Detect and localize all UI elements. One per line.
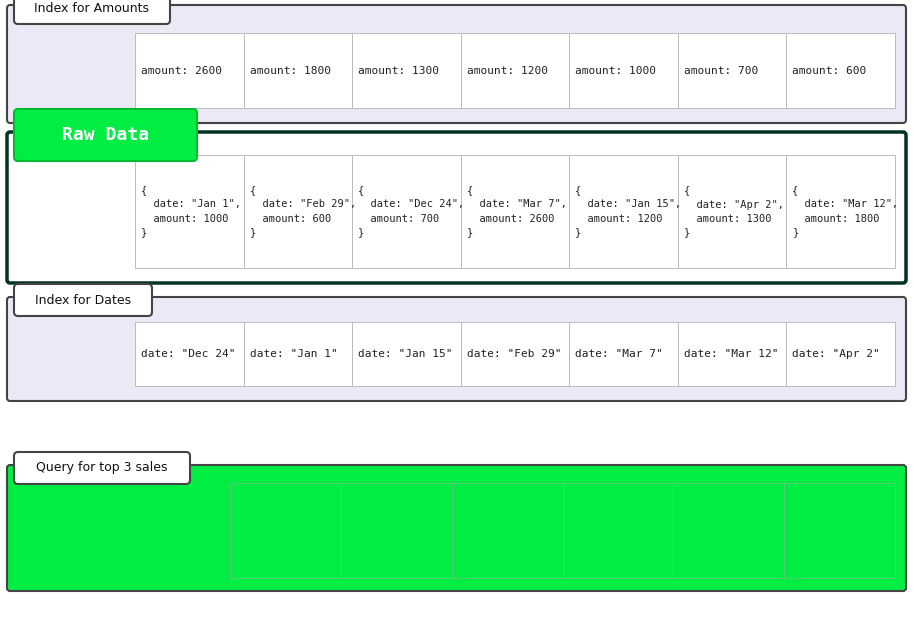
FancyBboxPatch shape [352, 155, 461, 268]
Text: {
  date: "Dec 24",
  amount: 700
}: { date: "Dec 24", amount: 700 } [358, 185, 464, 237]
FancyBboxPatch shape [352, 322, 461, 386]
FancyBboxPatch shape [786, 322, 895, 386]
Text: {
  date: "Jan 1",
  amount: 1000
}: { date: "Jan 1", amount: 1000 } [141, 185, 241, 237]
FancyBboxPatch shape [678, 322, 786, 386]
Text: date: "Feb 29": date: "Feb 29" [467, 349, 561, 359]
Text: {
  date: "Feb 29",
  amount: 600
}: { date: "Feb 29", amount: 600 } [250, 185, 356, 237]
Text: amount: 700: amount: 700 [684, 66, 758, 76]
FancyBboxPatch shape [243, 322, 352, 386]
FancyBboxPatch shape [678, 33, 786, 108]
FancyBboxPatch shape [243, 155, 352, 268]
FancyBboxPatch shape [786, 33, 895, 108]
Text: date: "Mar 7": date: "Mar 7" [575, 349, 663, 359]
Text: Raw Data: Raw Data [62, 126, 149, 144]
FancyBboxPatch shape [7, 132, 906, 283]
Text: {
  date: "Jan 15",
  amount: 1200
}: { date: "Jan 15", amount: 1200 } [575, 185, 682, 237]
Text: date: "Mar 12": date: "Mar 12" [684, 349, 779, 359]
FancyBboxPatch shape [678, 155, 786, 268]
Text: amount: 1800: amount: 1800 [250, 66, 331, 76]
Text: {
  date: "Apr 2",
  amount: 1300
}: { date: "Apr 2", amount: 1300 } [684, 185, 784, 237]
FancyBboxPatch shape [135, 322, 243, 386]
Text: Query for top 3 sales: Query for top 3 sales [37, 461, 168, 474]
Text: date: "Apr 2": date: "Apr 2" [792, 349, 880, 359]
FancyBboxPatch shape [461, 33, 569, 108]
Text: amount: 2600: amount: 2600 [141, 66, 222, 76]
Bar [22, 466, 182, 470]
FancyBboxPatch shape [135, 33, 243, 108]
FancyBboxPatch shape [7, 465, 906, 591]
FancyBboxPatch shape [7, 297, 906, 401]
FancyBboxPatch shape [7, 5, 906, 123]
Bar [22, 6, 162, 10]
FancyBboxPatch shape [14, 284, 152, 316]
FancyBboxPatch shape [352, 33, 461, 108]
FancyBboxPatch shape [452, 483, 562, 578]
Text: {
  date: "Mar 7",
  amount: 2600
}: { date: "Mar 7", amount: 2600 } [467, 185, 567, 237]
FancyBboxPatch shape [569, 33, 678, 108]
Text: amount: 600: amount: 600 [792, 66, 866, 76]
FancyBboxPatch shape [230, 483, 341, 578]
Text: {
  date: "Mar 12",
  amount: 1800
}: { date: "Mar 12", amount: 1800 } [792, 185, 898, 237]
FancyBboxPatch shape [341, 483, 452, 578]
FancyBboxPatch shape [569, 155, 678, 268]
FancyBboxPatch shape [14, 452, 190, 484]
Bar [22, 133, 189, 137]
Text: date: "Jan 1": date: "Jan 1" [250, 349, 337, 359]
FancyBboxPatch shape [14, 109, 197, 161]
FancyBboxPatch shape [14, 0, 170, 24]
Text: Index for Amounts: Index for Amounts [35, 1, 150, 14]
FancyBboxPatch shape [784, 483, 895, 578]
Text: amount: 1200: amount: 1200 [467, 66, 547, 76]
FancyBboxPatch shape [135, 155, 243, 268]
FancyBboxPatch shape [562, 483, 674, 578]
FancyBboxPatch shape [674, 483, 784, 578]
FancyBboxPatch shape [461, 155, 569, 268]
Text: Index for Dates: Index for Dates [35, 293, 131, 306]
FancyBboxPatch shape [243, 33, 352, 108]
Text: date: "Dec 24": date: "Dec 24" [141, 349, 236, 359]
Text: amount: 1000: amount: 1000 [575, 66, 656, 76]
Text: date: "Jan 15": date: "Jan 15" [358, 349, 452, 359]
FancyBboxPatch shape [786, 155, 895, 268]
Text: amount: 1300: amount: 1300 [358, 66, 439, 76]
FancyBboxPatch shape [461, 322, 569, 386]
FancyBboxPatch shape [569, 322, 678, 386]
Bar [22, 298, 144, 302]
